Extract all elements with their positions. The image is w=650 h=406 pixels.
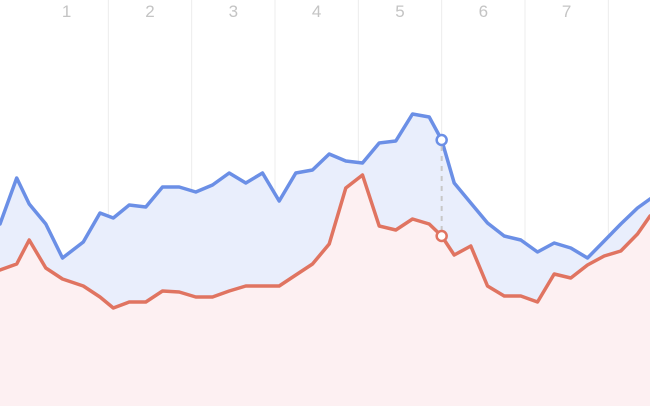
x-tick-label: 5	[395, 2, 404, 21]
series-b-hover-marker[interactable]	[435, 229, 448, 243]
series-b-area	[0, 175, 650, 406]
x-tick-label: 2	[145, 2, 154, 21]
x-tick-label: 1	[62, 2, 71, 21]
series-b-line	[0, 173, 650, 310]
x-tick-label: 7	[562, 2, 571, 21]
series-a-line	[0, 112, 650, 260]
x-axis-ticks: 1 2 3 4 5 6 7	[62, 2, 571, 21]
x-tick-label: 6	[479, 2, 488, 21]
x-tick-label: 3	[229, 2, 238, 21]
series-a-hover-marker[interactable]	[435, 133, 448, 147]
x-tick-label: 4	[312, 2, 321, 21]
